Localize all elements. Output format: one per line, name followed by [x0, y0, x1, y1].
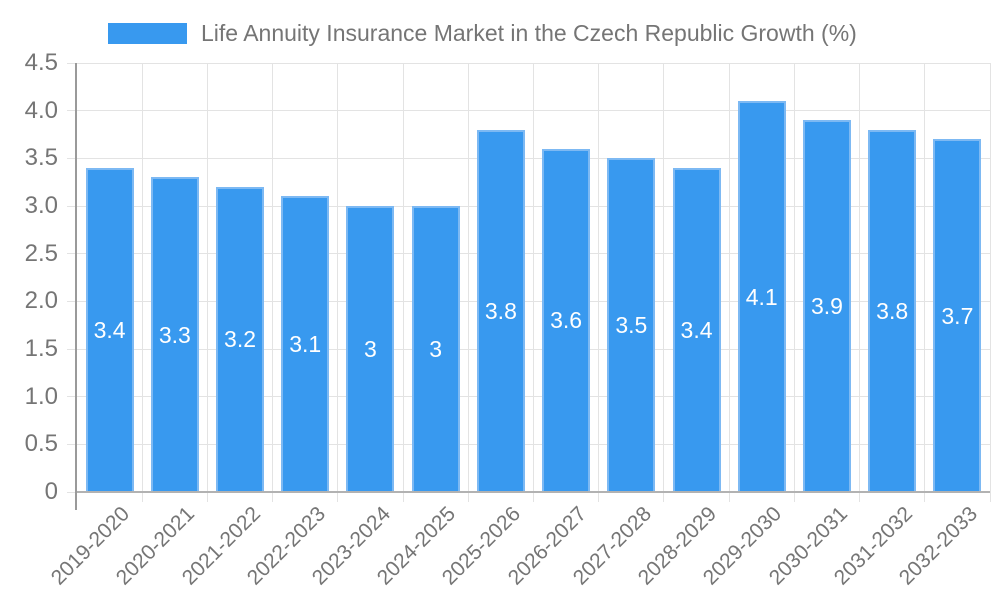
y-tick-label: 2.0	[24, 287, 58, 315]
v-gridline	[337, 63, 339, 502]
chart-title: Life Annuity Insurance Market in the Cze…	[201, 20, 857, 46]
bar[interactable]	[346, 206, 395, 492]
y-tick-label: 0	[44, 478, 58, 505]
bar[interactable]	[281, 196, 330, 492]
v-gridline	[467, 63, 469, 502]
y-axis-tick	[67, 491, 77, 493]
v-gridline	[272, 63, 274, 502]
y-tick-label: 3.0	[24, 192, 58, 219]
bar[interactable]	[476, 129, 525, 492]
v-gridline	[141, 63, 143, 502]
bar[interactable]	[216, 186, 265, 492]
y-axis-tick	[67, 62, 77, 64]
bar[interactable]	[737, 101, 786, 492]
bar[interactable]	[672, 167, 721, 492]
y-axis-tick	[67, 396, 77, 398]
legend-swatch	[108, 22, 187, 44]
y-axis-line	[75, 63, 77, 510]
v-gridline	[598, 63, 600, 502]
y-axis-tick	[67, 348, 77, 350]
bar[interactable]	[933, 139, 982, 492]
v-gridline	[793, 63, 795, 502]
v-gridline	[989, 63, 991, 502]
v-gridline	[402, 63, 404, 502]
y-tick-label: 1.0	[24, 382, 58, 410]
y-axis-tick	[67, 157, 77, 159]
y-axis-tick	[67, 300, 77, 302]
x-baseline	[77, 491, 990, 493]
y-tick-label: 2.5	[24, 239, 58, 267]
y-tick-label: 4.5	[24, 49, 58, 76]
v-gridline	[663, 63, 665, 502]
v-gridline	[533, 63, 534, 502]
y-axis-tick	[67, 110, 77, 112]
legend-item[interactable]: Life Annuity Insurance Market in the Cze…	[108, 20, 857, 46]
v-gridline	[206, 63, 208, 502]
bar[interactable]	[868, 129, 917, 492]
y-tick-label: 0.5	[24, 430, 58, 458]
y-tick-label: 4.0	[24, 96, 58, 124]
v-gridline	[924, 63, 926, 502]
bar[interactable]	[411, 206, 460, 492]
y-axis-tick	[67, 443, 77, 445]
v-gridline	[859, 63, 861, 502]
y-axis-tick	[67, 253, 77, 255]
y-tick-label: 3.5	[24, 144, 58, 172]
bar[interactable]	[607, 158, 656, 492]
bar[interactable]	[150, 177, 199, 492]
v-gridline	[728, 63, 730, 502]
y-tick-label: 1.5	[24, 335, 58, 362]
bar[interactable]	[85, 167, 134, 492]
bar[interactable]	[802, 120, 851, 492]
y-axis-tick	[67, 205, 77, 207]
bar[interactable]	[542, 148, 591, 492]
